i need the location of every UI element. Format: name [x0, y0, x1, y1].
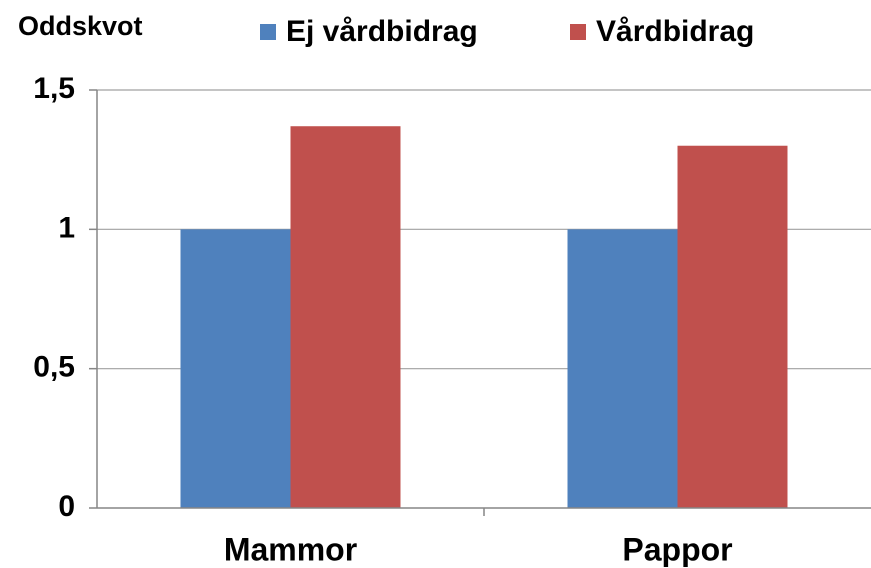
y-tick-label: 0 [58, 490, 75, 523]
legend-swatch [570, 24, 586, 40]
legend-swatch [260, 24, 276, 40]
bar [567, 229, 678, 509]
y-axis-label: Oddskvot [18, 11, 143, 41]
legend-label: Vårdbidrag [596, 15, 754, 48]
x-tick-label: Mammor [224, 531, 357, 567]
x-tick-label: Pappor [622, 531, 732, 567]
legend-label: Ej vårdbidrag [286, 15, 478, 48]
bar [180, 229, 291, 509]
y-tick-label: 1,5 [33, 72, 75, 105]
bar [290, 126, 401, 508]
y-tick-label: 1 [58, 211, 75, 244]
y-tick-label: 0,5 [33, 351, 75, 384]
bar [677, 145, 788, 508]
